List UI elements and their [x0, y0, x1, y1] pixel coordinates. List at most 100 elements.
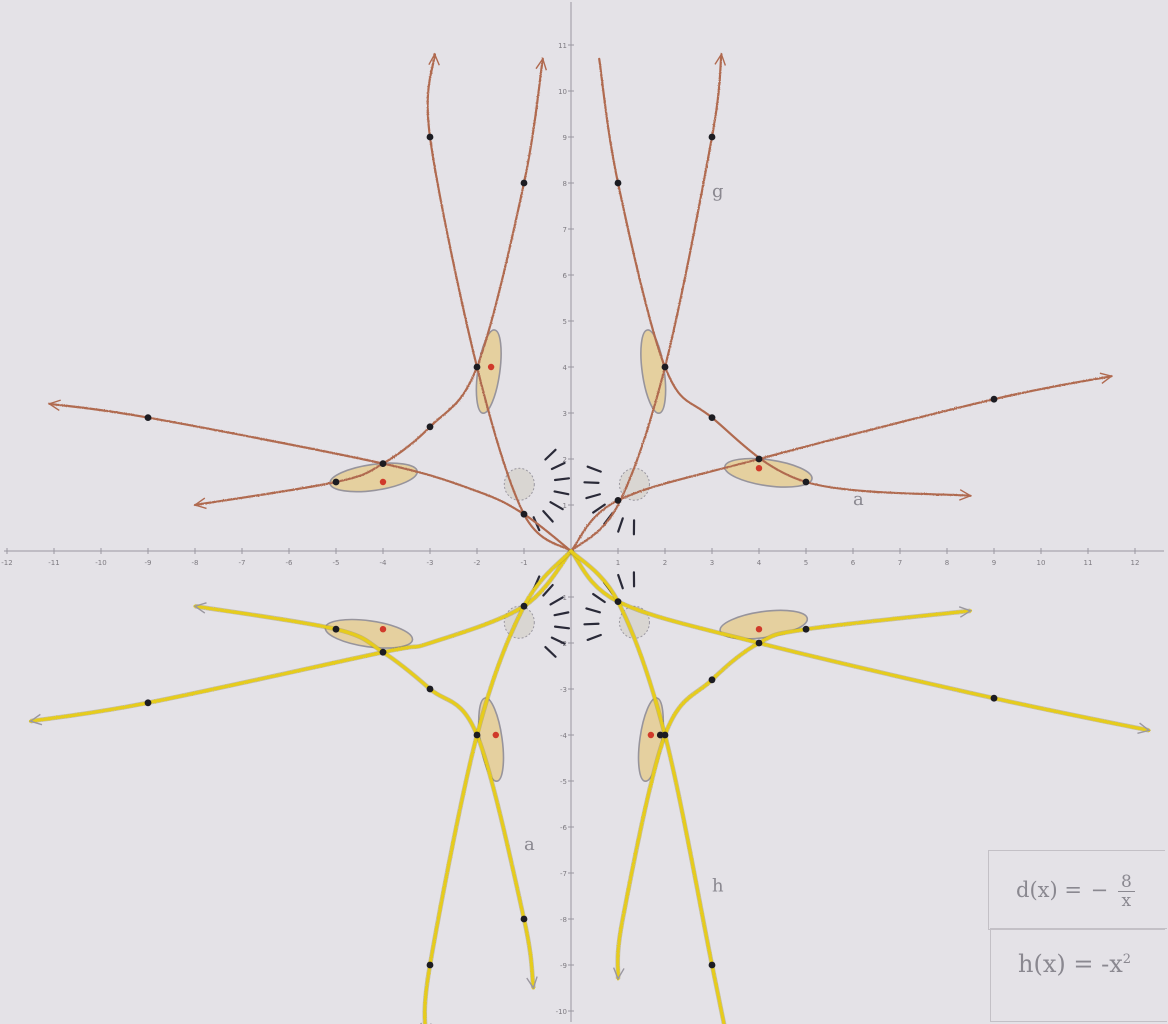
- x-tick-label: 6: [851, 559, 856, 567]
- arrow-head: [959, 489, 973, 501]
- point-marker: [990, 694, 998, 702]
- eyelash: [586, 465, 602, 473]
- arrow-head: [526, 976, 538, 990]
- formula-h: h(x) = -x2: [1018, 950, 1131, 978]
- annotation-label: g: [712, 181, 724, 202]
- eye-shape: [329, 462, 419, 493]
- formula-d-lhs: d(x) =: [1016, 878, 1082, 902]
- y-tick-label: 11: [558, 42, 567, 50]
- formula-d-sign: −: [1090, 878, 1109, 902]
- curve-1: [193, 57, 544, 507]
- eyelash: [585, 493, 601, 500]
- y-tick-label: -10: [556, 1008, 567, 1016]
- eye-center: [492, 731, 499, 739]
- x-tick-label: 10: [1037, 559, 1046, 567]
- arrow-head: [47, 399, 61, 412]
- eyelash: [617, 517, 624, 533]
- point-marker: [473, 363, 481, 371]
- curve-outline: [422, 549, 573, 1024]
- eye-center: [379, 626, 387, 633]
- arrow-head: [1137, 722, 1151, 734]
- point-marker: [708, 961, 716, 969]
- y-tick-label: 4: [563, 364, 568, 372]
- x-tick-label: 12: [1131, 559, 1140, 567]
- formula-d: d(x) = − 8 x: [1016, 873, 1135, 910]
- x-tick-label: -11: [48, 559, 59, 567]
- y-tick-label: 10: [558, 88, 567, 96]
- x-tick-label: -1: [521, 559, 528, 567]
- point-marker: [379, 460, 387, 467]
- eyelash: [550, 461, 566, 471]
- curve-7: [193, 604, 535, 990]
- point-marker: [426, 133, 434, 141]
- y-tick-label: -6: [560, 824, 568, 832]
- eyelash: [544, 448, 557, 461]
- y-tick-label: 6: [563, 272, 568, 280]
- eyelash: [549, 596, 564, 606]
- eyelash: [583, 481, 600, 484]
- point-marker: [614, 497, 622, 504]
- point-marker: [520, 602, 528, 610]
- point-marker: [990, 395, 998, 403]
- arrow-head: [193, 602, 207, 614]
- eyelash: [617, 573, 624, 590]
- arrow-head: [612, 967, 625, 981]
- point-marker: [661, 363, 669, 371]
- eyelash: [553, 490, 570, 496]
- eyelash: [583, 622, 600, 626]
- formula-box-h: [990, 928, 1167, 1022]
- point-marker: [144, 699, 152, 707]
- point-marker: [614, 179, 622, 187]
- eyelash: [549, 501, 564, 511]
- y-tick-label: 2: [563, 456, 567, 464]
- eye-center: [487, 363, 495, 371]
- arrow-head: [1099, 372, 1114, 384]
- arrow-head: [193, 497, 207, 510]
- x-tick-label: -3: [427, 559, 434, 567]
- point-marker: [332, 478, 340, 486]
- x-tick-label: -9: [145, 559, 152, 567]
- x-tick-label: 8: [945, 559, 949, 567]
- x-tick-label: -7: [239, 559, 246, 567]
- curve-3: [598, 57, 972, 497]
- x-tick-label: -8: [192, 559, 199, 567]
- point-markers: [144, 133, 998, 969]
- point-marker: [520, 510, 528, 518]
- curve-outline: [615, 608, 971, 979]
- x-tick-label: -12: [1, 559, 12, 567]
- point-marker: [144, 414, 152, 421]
- annotation-label: h: [712, 875, 724, 896]
- point-marker: [473, 731, 481, 739]
- x-tick-label: 7: [898, 559, 902, 567]
- y-tick-label: 8: [563, 180, 567, 188]
- x-tick-label: -10: [95, 559, 106, 567]
- formula-d-numerator: 8: [1117, 873, 1135, 892]
- y-tick-label: 7: [563, 226, 567, 234]
- point-marker: [614, 598, 622, 605]
- arrow-head: [714, 52, 727, 66]
- eyelash: [553, 625, 571, 630]
- formula-d-denominator: x: [1121, 891, 1132, 911]
- curve-outline: [194, 603, 536, 989]
- x-tick-label: -4: [380, 559, 388, 567]
- eye-center: [755, 626, 763, 633]
- y-tick-label: -8: [560, 916, 567, 924]
- point-marker: [708, 133, 716, 141]
- point-marker: [802, 625, 810, 633]
- curve-4: [569, 53, 723, 553]
- eyelash: [592, 592, 606, 604]
- point-marker: [426, 961, 434, 969]
- arrow-head: [958, 606, 973, 618]
- y-tick-label: 9: [563, 134, 567, 142]
- arrow-head: [428, 52, 440, 66]
- eye-pupil-shading: [618, 467, 650, 501]
- eyelash: [586, 633, 602, 642]
- x-tick-label: -6: [286, 559, 294, 567]
- x-tick-label: 1: [616, 559, 620, 567]
- eyelash: [592, 503, 606, 514]
- x-tick-label: 2: [663, 559, 667, 567]
- point-marker: [708, 676, 716, 684]
